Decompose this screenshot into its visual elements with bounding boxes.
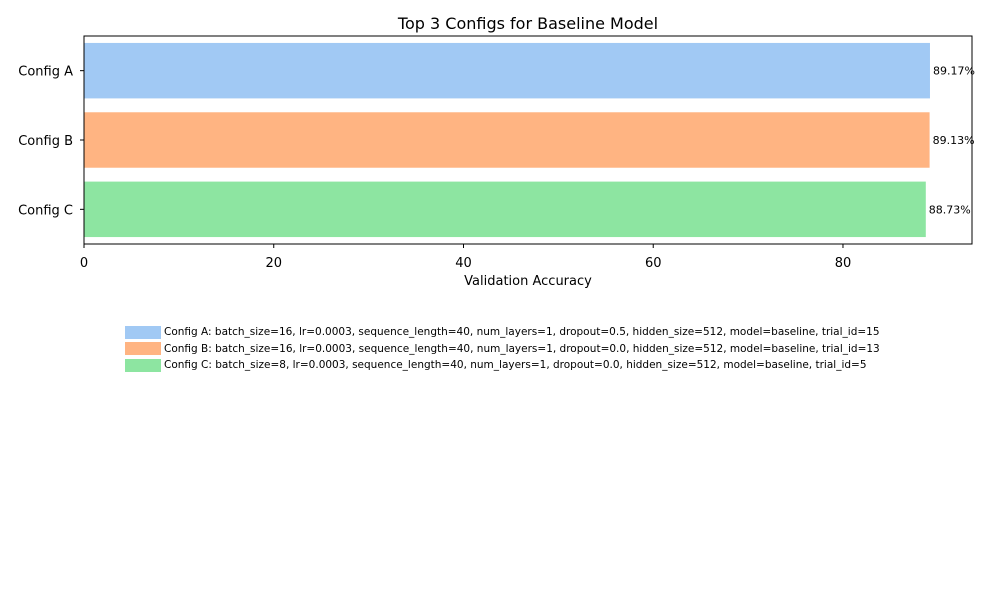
- x-tick-label: 20: [265, 256, 282, 271]
- legend-swatch: [125, 325, 161, 339]
- data-label: 89.13%: [933, 134, 975, 147]
- data-label: 88.73%: [929, 203, 971, 216]
- bar: [84, 181, 926, 238]
- bar: [84, 42, 930, 99]
- plot-frame: [83, 35, 973, 245]
- data-label: 89.17%: [933, 65, 975, 78]
- x-tick-label: 80: [835, 256, 852, 271]
- legend-label: Config C: batch_size=8, lr=0.0003, seque…: [164, 359, 867, 372]
- legend-label: Config A: batch_size=16, lr=0.0003, sequ…: [164, 326, 880, 339]
- y-tick-label: Config C: [18, 203, 73, 218]
- legend-item-config-a: Config A: batch_size=16, lr=0.0003, sequ…: [125, 324, 880, 341]
- x-tick-label: 60: [645, 256, 662, 271]
- x-tick-label: 0: [80, 256, 88, 271]
- legend-label: Config B: batch_size=16, lr=0.0003, sequ…: [164, 342, 880, 355]
- legend-item-config-c: Config C: batch_size=8, lr=0.0003, seque…: [125, 357, 880, 374]
- x-axis-label: Validation Accuracy: [464, 274, 592, 289]
- y-tick-label: Config B: [18, 134, 73, 149]
- y-tick-label: Config A: [18, 65, 73, 80]
- x-tick-label: 40: [455, 256, 472, 271]
- legend-swatch: [125, 342, 161, 356]
- legend-item-config-b: Config B: batch_size=16, lr=0.0003, sequ…: [125, 341, 880, 358]
- bar: [84, 112, 930, 168]
- plot-area: 89.17% Config A 89.13% Config B 88.73% Config…: [18, 42, 975, 271]
- legend-swatch: [125, 358, 161, 372]
- legend: Config A: batch_size=16, lr=0.0003, sequ…: [125, 324, 880, 374]
- chart-title: Top 3 Configs for Baseline Model: [397, 14, 658, 33]
